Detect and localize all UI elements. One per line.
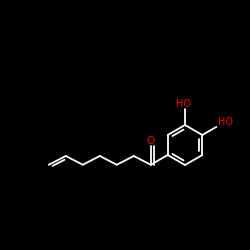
Text: HO: HO <box>176 99 191 109</box>
Text: HO: HO <box>218 118 233 128</box>
Text: O: O <box>147 136 155 146</box>
